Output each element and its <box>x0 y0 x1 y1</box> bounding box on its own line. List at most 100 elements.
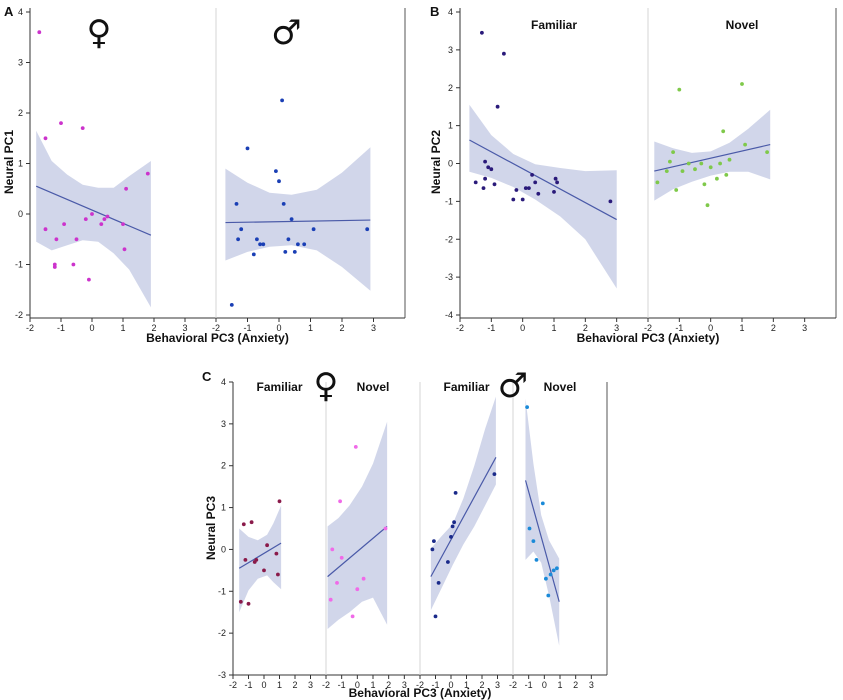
data-point <box>525 405 529 409</box>
y-tick-label: 1 <box>18 159 23 169</box>
x-tick-label: 1 <box>551 323 556 333</box>
x-tick-label: -2 <box>509 680 517 690</box>
y-tick-label: -2 <box>445 234 453 244</box>
x-tick-label: 3 <box>182 323 187 333</box>
panel-letter: C <box>202 369 212 384</box>
x-tick-label: 3 <box>589 680 594 690</box>
x-tick-label: -2 <box>644 323 652 333</box>
x-tick-label: 1 <box>464 680 469 690</box>
data-point <box>296 242 300 247</box>
facet-4: -2 -1 0 1 2 3 Novel <box>509 380 594 690</box>
x-tick-label: 0 <box>261 680 266 690</box>
data-point <box>655 180 660 185</box>
data-point <box>536 191 541 196</box>
data-point <box>245 146 250 151</box>
data-point <box>520 197 525 202</box>
data-point <box>365 227 370 232</box>
x-tick-label: 2 <box>292 680 297 690</box>
data-point <box>251 252 256 257</box>
regression-line <box>430 457 497 577</box>
data-point <box>274 169 278 174</box>
data-point <box>350 614 355 619</box>
data-point <box>54 237 59 242</box>
facet-3: -2 -1 0 1 2 3 Familiar <box>416 380 500 690</box>
x-tick-label: 0 <box>708 323 713 333</box>
data-point <box>87 277 91 282</box>
data-point <box>74 237 79 242</box>
x-tick-label: 2 <box>386 680 391 690</box>
data-point <box>383 526 388 531</box>
data-point <box>489 167 494 172</box>
x-tick-label: -1 <box>338 680 346 690</box>
regression-line <box>469 139 617 221</box>
data-point <box>338 499 342 504</box>
data-point <box>534 558 539 562</box>
data-point <box>765 150 769 155</box>
data-point <box>511 197 516 202</box>
panel-a-neural-pc1: -2 -1 0 1 2 3 4A Neural PC1 Behavioral PC3 (Anxi… <box>2 4 406 345</box>
x-tick-label: 3 <box>802 323 807 333</box>
confidence-band <box>430 396 496 611</box>
data-point <box>102 217 107 222</box>
x-tick-label: 2 <box>771 323 776 333</box>
data-point <box>492 182 497 187</box>
data-point <box>286 237 291 242</box>
data-point <box>71 262 76 267</box>
y-tick-label: 2 <box>448 83 453 93</box>
data-point <box>436 581 441 585</box>
confidence-band <box>239 505 282 613</box>
data-point <box>80 126 85 130</box>
data-point <box>339 555 344 560</box>
y-tick-label: -1 <box>15 260 23 270</box>
x-tick-label: 0 <box>89 323 94 333</box>
data-point <box>481 186 486 191</box>
data-point <box>277 499 282 504</box>
data-point <box>450 524 455 529</box>
data-point <box>238 599 243 604</box>
sex-symbol-label: ♀ <box>314 366 339 406</box>
regression-line <box>225 219 371 224</box>
data-point <box>495 104 500 109</box>
x-tick-label: 1 <box>739 323 744 333</box>
data-point <box>241 522 246 527</box>
facet-2: -2 -1 0 1 2 3 ♂ <box>212 8 376 333</box>
x-tick-label: -2 <box>229 680 237 690</box>
y-tick-label: 1 <box>221 503 226 513</box>
data-point <box>514 188 519 192</box>
data-point <box>680 169 685 174</box>
facet-1: -2 -1 0 1 2 3 Familiar <box>456 18 619 333</box>
data-point <box>608 199 613 204</box>
x-tick-label: -2 <box>26 323 34 333</box>
x-tick-label: -1 <box>525 680 533 690</box>
data-point <box>255 237 259 242</box>
data-point <box>544 576 548 581</box>
data-point <box>37 30 42 35</box>
data-point <box>283 250 288 254</box>
x-tick-label: 2 <box>479 680 484 690</box>
y-tick-label: 1 <box>448 121 453 131</box>
data-point <box>289 217 294 222</box>
y-tick-label: -1 <box>218 586 226 596</box>
facet-label: Familiar <box>443 380 489 394</box>
y-axis-title: Neural PC3 <box>204 496 218 560</box>
regression-line <box>35 185 152 236</box>
x-tick-label: 1 <box>308 323 313 333</box>
data-point <box>432 539 436 543</box>
x-axis-title: Behavioral PC3 (Anxiety) <box>577 331 720 345</box>
data-point <box>715 176 719 181</box>
y-tick-label: -1 <box>445 196 453 206</box>
sex-symbol-label: ♀ <box>87 13 112 53</box>
data-point <box>483 159 487 164</box>
data-point <box>668 159 672 164</box>
data-point <box>699 161 704 166</box>
panel-b-neural-pc2: -4 -3 -2 -1 0 1 2 3 4B Neural PC2 Behavioral PC3 (… <box>429 4 837 345</box>
data-point <box>718 161 722 166</box>
y-tick-label: 3 <box>18 58 23 68</box>
data-point <box>486 165 491 170</box>
facet-label: Familiar <box>256 380 302 394</box>
data-point <box>330 547 335 552</box>
x-tick-label: -2 <box>456 323 464 333</box>
confidence-band <box>469 104 617 289</box>
